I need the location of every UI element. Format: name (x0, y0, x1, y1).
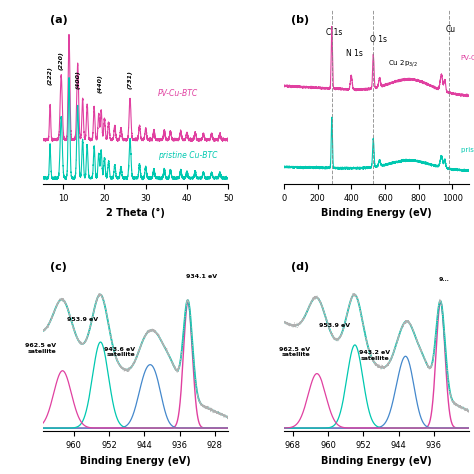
Text: (220): (220) (59, 51, 64, 70)
X-axis label: Binding Energy (eV): Binding Energy (eV) (321, 456, 432, 465)
Text: (400): (400) (75, 70, 80, 89)
X-axis label: Binding Energy (eV): Binding Energy (eV) (80, 456, 191, 465)
Text: (b): (b) (291, 15, 310, 25)
Text: (d): (d) (291, 262, 310, 272)
Text: 953.9 eV: 953.9 eV (67, 317, 98, 321)
Text: (440): (440) (98, 74, 103, 93)
Text: (a): (a) (50, 15, 68, 25)
Text: (c): (c) (50, 262, 67, 272)
Text: 943.6 eV
satellite: 943.6 eV satellite (104, 346, 136, 357)
Text: Cu 2p$_{3/2}$: Cu 2p$_{3/2}$ (388, 59, 418, 69)
Text: 943.2 eV
satellite: 943.2 eV satellite (359, 350, 390, 361)
Text: C 1s: C 1s (326, 28, 342, 37)
Text: 934.1 eV: 934.1 eV (186, 274, 217, 279)
Text: PV-C: PV-C (461, 55, 474, 61)
Text: Cu: Cu (446, 25, 456, 34)
Text: pristine Cu-BTC: pristine Cu-BTC (158, 151, 218, 160)
Text: PV-Cu-BTC: PV-Cu-BTC (158, 89, 198, 98)
Text: 953.9 eV: 953.9 eV (319, 323, 350, 328)
X-axis label: Binding Energy (eV): Binding Energy (eV) (321, 208, 432, 218)
Text: (731): (731) (128, 70, 133, 89)
Text: 962.5 eV
satellite: 962.5 eV satellite (279, 346, 310, 357)
Text: 9…: 9… (438, 277, 449, 283)
Text: N 1s: N 1s (346, 49, 363, 58)
Text: (222): (222) (47, 66, 53, 85)
Text: 962.5 eV
satellite: 962.5 eV satellite (25, 343, 56, 354)
Text: O 1s: O 1s (370, 35, 387, 44)
X-axis label: 2 Theta (°): 2 Theta (°) (106, 208, 165, 218)
Text: pristine Cu: pristine Cu (461, 147, 474, 153)
